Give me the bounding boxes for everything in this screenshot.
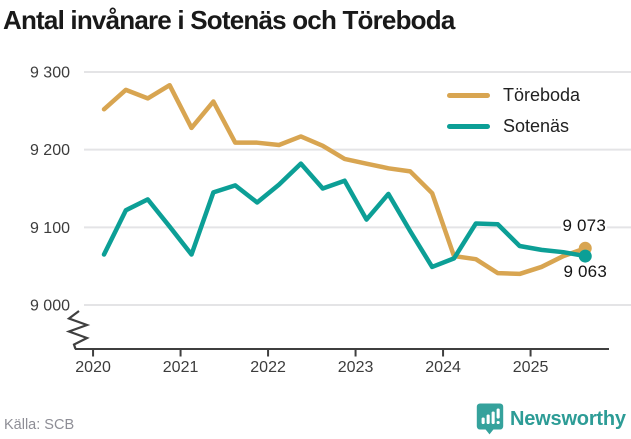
legend-label: Sotenäs	[503, 116, 570, 136]
x-axis-label: 2021	[163, 359, 199, 376]
source-text: Källa: SCB	[4, 417, 75, 433]
x-axis-label: 2020	[75, 359, 111, 376]
chart-title: Antal invånare i Sotenäs och Töreboda	[3, 5, 455, 35]
newsworthy-logo: Newsworthy	[476, 403, 626, 435]
x-axis-label: 2025	[513, 359, 549, 376]
toreboda-line	[101, 82, 588, 277]
sotenas-swatch-icon	[447, 124, 490, 129]
toreboda-swatch-icon	[447, 93, 490, 98]
brand-name: Newsworthy	[510, 407, 626, 430]
y-axis-label: 9 300	[30, 65, 70, 82]
sotenas-end-dot	[578, 249, 592, 263]
sotenas-line	[101, 161, 588, 270]
x-axis-label: 2023	[338, 359, 374, 376]
sotenas-end-value: 9 063	[563, 262, 607, 281]
toreboda-end-value: 9 073	[561, 216, 607, 235]
newsworthy-logo-icon	[476, 403, 504, 435]
y-axis-label: 9 100	[30, 220, 70, 237]
y-axis-label: 9 000	[30, 298, 70, 315]
legend-label: Töreboda	[503, 85, 581, 105]
legend-item-toreboda: Töreboda	[447, 83, 580, 108]
x-axis-label: 2024	[425, 359, 461, 376]
axis-break-icon	[65, 310, 91, 350]
legend-item-sotenas: Sotenäs	[447, 114, 580, 139]
x-axis-label: 2022	[250, 359, 286, 376]
y-axis-label: 9 200	[30, 142, 70, 159]
legend: Töreboda Sotenäs	[447, 83, 580, 139]
